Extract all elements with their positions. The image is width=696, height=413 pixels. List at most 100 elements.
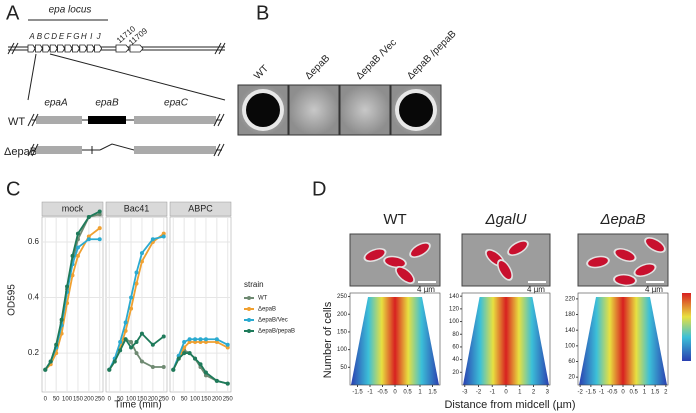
y-axis-label: Number of cells bbox=[322, 301, 334, 378]
y-tick-label: 140 bbox=[449, 294, 460, 300]
y-tick-label: 150 bbox=[337, 330, 348, 336]
panel-b: B WT ΔepaB ΔepaB /Vec ΔepaB /pepaB bbox=[237, 2, 459, 136]
scale-label: 4 µm bbox=[417, 285, 435, 294]
x-tick-label: -2 bbox=[476, 390, 482, 396]
point bbox=[182, 340, 187, 344]
sample-label: ΔepaB /pepaB bbox=[405, 28, 459, 82]
x-tick-label: 250 bbox=[159, 397, 170, 403]
x-tick-label: 1.5 bbox=[651, 390, 660, 396]
gene-label: epaB bbox=[95, 98, 119, 109]
x-tick-label: 0 bbox=[393, 390, 397, 396]
legend-label: ΔepaB/pepaB bbox=[258, 329, 295, 335]
cell bbox=[646, 238, 664, 252]
break-marks bbox=[7, 42, 226, 55]
gene-arrow bbox=[115, 44, 130, 53]
point bbox=[134, 340, 139, 344]
cell bbox=[588, 257, 608, 267]
inhibition-zone bbox=[399, 93, 433, 127]
point bbox=[214, 340, 219, 344]
y-tick-label: 20 bbox=[568, 375, 575, 381]
gene-letter: I bbox=[90, 32, 93, 41]
x-tick-label: 200 bbox=[84, 397, 95, 403]
sample-label: ΔepaB bbox=[303, 53, 332, 82]
point bbox=[187, 351, 192, 356]
point bbox=[139, 331, 144, 336]
gene-letter: G bbox=[73, 32, 79, 41]
x-tick-label: 50 bbox=[181, 397, 188, 403]
y-tick-label: 180 bbox=[565, 312, 576, 318]
point bbox=[139, 359, 144, 364]
panel-c: C OD595 Time (min) strain 0.2 0.4 0.6 mock 0… bbox=[6, 178, 295, 410]
gene-arrow bbox=[94, 44, 103, 53]
x-tick-label: 3 bbox=[546, 390, 550, 396]
x-tick-label: -1 bbox=[367, 390, 373, 396]
point bbox=[150, 342, 155, 347]
y-tick-label: 100 bbox=[449, 319, 460, 325]
point bbox=[97, 237, 102, 242]
point bbox=[70, 253, 75, 258]
x-tick-label: -1 bbox=[490, 390, 496, 396]
point bbox=[225, 345, 230, 350]
y-tick-label: 0.2 bbox=[28, 348, 40, 357]
point bbox=[134, 281, 139, 286]
facet-strip bbox=[41, 201, 104, 217]
heatmap bbox=[579, 297, 667, 385]
cell bbox=[385, 257, 405, 267]
cell bbox=[411, 243, 429, 257]
point bbox=[214, 378, 219, 383]
cell bbox=[635, 264, 655, 276]
panel-label: A bbox=[6, 2, 20, 24]
gene-arrow bbox=[57, 44, 66, 53]
panel-label: C bbox=[6, 178, 20, 200]
gene-arrow bbox=[129, 44, 144, 53]
y-tick-label: 20 bbox=[452, 370, 459, 376]
strain-title: WT bbox=[383, 211, 406, 228]
point bbox=[139, 251, 144, 256]
point bbox=[161, 365, 166, 369]
x-tick-label: 150 bbox=[201, 397, 212, 403]
sample-label: ΔepaB /Vec bbox=[354, 37, 399, 82]
gene-label: epaA bbox=[44, 98, 68, 109]
gene-letter: C bbox=[44, 32, 50, 41]
point bbox=[187, 337, 192, 342]
gene-block bbox=[134, 146, 216, 154]
gene-letter: A bbox=[28, 32, 34, 41]
gene-arrow bbox=[79, 44, 88, 53]
legend-label: WT bbox=[258, 296, 268, 302]
x-tick-label: -3 bbox=[462, 390, 468, 396]
point bbox=[112, 359, 117, 364]
point bbox=[123, 320, 128, 325]
y-tick-label: 60 bbox=[568, 359, 575, 365]
gene-block bbox=[36, 116, 82, 124]
point bbox=[48, 359, 53, 364]
gene-arrow bbox=[27, 44, 36, 53]
point bbox=[198, 340, 203, 344]
gene-letter: E bbox=[59, 32, 65, 41]
legend-title: strain bbox=[244, 280, 264, 289]
point bbox=[59, 317, 64, 322]
gene-arrow bbox=[64, 44, 73, 53]
point bbox=[187, 340, 192, 344]
gene-letter: F bbox=[67, 32, 73, 41]
heatmap bbox=[351, 297, 439, 385]
legend-swatch bbox=[247, 329, 251, 333]
sample-label: WT bbox=[252, 63, 271, 82]
x-tick-label: 2 bbox=[664, 390, 668, 396]
point bbox=[214, 337, 219, 342]
colorbar bbox=[682, 293, 691, 361]
heatmaps: WT4 µm-1.5 -1 -0.5 0 0.5 1 1.550100150200250Δg… bbox=[337, 211, 669, 396]
point bbox=[43, 367, 48, 372]
plate-image bbox=[288, 84, 340, 136]
scale-label: 4 µm bbox=[645, 285, 663, 294]
point bbox=[203, 370, 208, 375]
point bbox=[203, 340, 208, 344]
y-tick-label: 80 bbox=[452, 332, 459, 338]
x-axis-label: Distance from midcell (µm) bbox=[444, 399, 575, 411]
point bbox=[97, 212, 102, 217]
point bbox=[193, 356, 198, 361]
x-tick-label: 100 bbox=[126, 397, 137, 403]
cell bbox=[509, 241, 527, 255]
